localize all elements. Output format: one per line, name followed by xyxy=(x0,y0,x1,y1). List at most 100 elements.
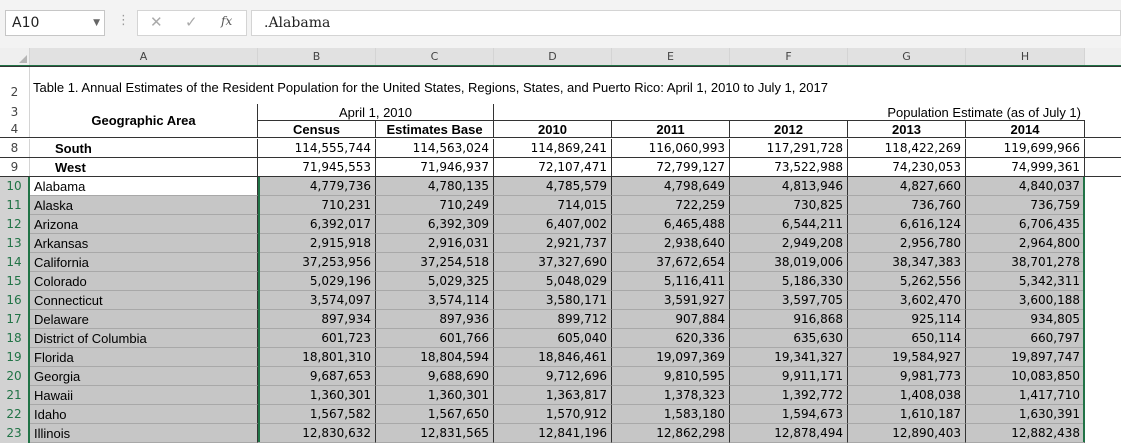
row-number[interactable]: 14 xyxy=(0,253,30,272)
value-cell[interactable]: 897,936 xyxy=(376,310,494,329)
value-cell[interactable]: 650,114 xyxy=(848,329,966,348)
state-name-cell[interactable]: Delaware xyxy=(30,310,258,329)
region-name-cell[interactable]: South xyxy=(30,139,258,157)
value-cell[interactable]: 2,916,031 xyxy=(376,234,494,253)
select-all-button[interactable] xyxy=(0,48,30,65)
value-cell[interactable]: 3,574,114 xyxy=(376,291,494,310)
value-cell[interactable]: 12,882,438 xyxy=(966,424,1085,443)
value-cell[interactable]: 9,687,653 xyxy=(258,367,376,386)
value-cell[interactable]: 19,897,747 xyxy=(966,348,1085,367)
value-cell[interactable]: 3,574,097 xyxy=(258,291,376,310)
value-cell[interactable]: 1,360,301 xyxy=(258,386,376,405)
state-name-cell[interactable]: Arkansas xyxy=(30,234,258,253)
value-cell[interactable]: 4,813,946 xyxy=(730,177,848,196)
value-cell[interactable]: 710,231 xyxy=(258,196,376,215)
value-cell[interactable]: 1,594,673 xyxy=(730,405,848,424)
value-cell[interactable]: 37,254,518 xyxy=(376,253,494,272)
value-cell[interactable]: 1,408,038 xyxy=(848,386,966,405)
value-cell[interactable]: 74,999,361 xyxy=(966,158,1085,176)
state-name-cell[interactable]: Connecticut xyxy=(30,291,258,310)
value-cell[interactable]: 635,630 xyxy=(730,329,848,348)
value-cell[interactable]: 605,040 xyxy=(494,329,612,348)
value-cell[interactable]: 916,868 xyxy=(730,310,848,329)
value-cell[interactable]: 3,597,705 xyxy=(730,291,848,310)
estimate-group-header[interactable]: Population Estimate (as of July 1) xyxy=(494,104,1085,121)
value-cell[interactable]: 72,107,471 xyxy=(494,158,612,176)
value-cell[interactable]: 71,946,937 xyxy=(376,158,494,176)
april-group-header[interactable]: April 1, 2010 xyxy=(258,104,494,121)
value-cell[interactable]: 2,938,640 xyxy=(612,234,730,253)
value-cell[interactable]: 5,048,029 xyxy=(494,272,612,291)
value-cell[interactable]: 4,798,649 xyxy=(612,177,730,196)
year-header[interactable]: 2012 xyxy=(730,121,848,138)
value-cell[interactable]: 9,712,696 xyxy=(494,367,612,386)
value-cell[interactable]: 12,862,298 xyxy=(612,424,730,443)
value-cell[interactable]: 4,840,037 xyxy=(966,177,1085,196)
region-name-cell[interactable]: West xyxy=(30,158,258,176)
value-cell[interactable]: 38,019,006 xyxy=(730,253,848,272)
value-cell[interactable]: 12,831,565 xyxy=(376,424,494,443)
value-cell[interactable]: 4,785,579 xyxy=(494,177,612,196)
value-cell[interactable]: 722,259 xyxy=(612,196,730,215)
value-cell[interactable]: 620,336 xyxy=(612,329,730,348)
value-cell[interactable]: 19,341,327 xyxy=(730,348,848,367)
year-header[interactable]: 2013 xyxy=(848,121,966,138)
value-cell[interactable]: 897,934 xyxy=(258,310,376,329)
value-cell[interactable]: 118,422,269 xyxy=(848,139,966,157)
value-cell[interactable]: 601,723 xyxy=(258,329,376,348)
value-cell[interactable]: 71,945,553 xyxy=(258,158,376,176)
value-cell[interactable]: 730,825 xyxy=(730,196,848,215)
state-name-cell[interactable]: District of Columbia xyxy=(30,329,258,348)
value-cell[interactable]: 1,567,650 xyxy=(376,405,494,424)
year-header[interactable]: 2011 xyxy=(612,121,730,138)
formula-input[interactable]: .Alabama xyxy=(251,10,1121,36)
state-name-cell[interactable]: Alaska xyxy=(30,196,258,215)
value-cell[interactable]: 6,392,017 xyxy=(258,215,376,234)
value-cell[interactable]: 114,563,024 xyxy=(376,139,494,157)
row-number[interactable]: 9 xyxy=(0,158,30,176)
value-cell[interactable]: 2,956,780 xyxy=(848,234,966,253)
column-header-f[interactable]: F xyxy=(730,48,848,65)
value-cell[interactable]: 6,465,488 xyxy=(612,215,730,234)
year-header[interactable]: 2010 xyxy=(494,121,612,138)
value-cell[interactable]: 5,342,311 xyxy=(966,272,1085,291)
year-header[interactable]: 2014 xyxy=(966,121,1085,138)
value-cell[interactable]: 5,029,196 xyxy=(258,272,376,291)
value-cell[interactable]: 12,841,196 xyxy=(494,424,612,443)
geo-area-header[interactable]: Geographic Area xyxy=(30,104,258,138)
insert-function-icon[interactable]: fx xyxy=(221,14,233,28)
state-name-cell[interactable]: Illinois xyxy=(30,424,258,443)
value-cell[interactable]: 1,567,582 xyxy=(258,405,376,424)
value-cell[interactable]: 6,616,124 xyxy=(848,215,966,234)
value-cell[interactable]: 18,846,461 xyxy=(494,348,612,367)
value-cell[interactable]: 934,805 xyxy=(966,310,1085,329)
column-header-e[interactable]: E xyxy=(612,48,730,65)
value-cell[interactable]: 4,827,660 xyxy=(848,177,966,196)
state-name-cell[interactable]: Arizona xyxy=(30,215,258,234)
value-cell[interactable]: 1,417,710 xyxy=(966,386,1085,405)
row-number[interactable]: 3 xyxy=(0,104,30,121)
row-number[interactable]: 13 xyxy=(0,234,30,253)
state-name-cell[interactable]: Idaho xyxy=(30,405,258,424)
value-cell[interactable]: 5,186,330 xyxy=(730,272,848,291)
value-cell[interactable]: 660,797 xyxy=(966,329,1085,348)
column-header-a[interactable]: A xyxy=(30,48,258,65)
row-number[interactable]: 16 xyxy=(0,291,30,310)
value-cell[interactable]: 1,630,391 xyxy=(966,405,1085,424)
value-cell[interactable]: 114,555,744 xyxy=(258,139,376,157)
value-cell[interactable]: 9,688,690 xyxy=(376,367,494,386)
value-cell[interactable]: 6,407,002 xyxy=(494,215,612,234)
value-cell[interactable]: 6,544,211 xyxy=(730,215,848,234)
value-cell[interactable]: 19,584,927 xyxy=(848,348,966,367)
value-cell[interactable]: 9,981,773 xyxy=(848,367,966,386)
value-cell[interactable]: 3,602,470 xyxy=(848,291,966,310)
value-cell[interactable]: 38,347,383 xyxy=(848,253,966,272)
value-cell[interactable]: 6,392,309 xyxy=(376,215,494,234)
row-number[interactable]: 22 xyxy=(0,405,30,424)
row-number[interactable]: 19 xyxy=(0,348,30,367)
column-header-d[interactable]: D xyxy=(494,48,612,65)
value-cell[interactable]: 1,360,301 xyxy=(376,386,494,405)
value-cell[interactable]: 116,060,993 xyxy=(612,139,730,157)
value-cell[interactable]: 74,230,053 xyxy=(848,158,966,176)
state-name-cell[interactable]: Colorado xyxy=(30,272,258,291)
